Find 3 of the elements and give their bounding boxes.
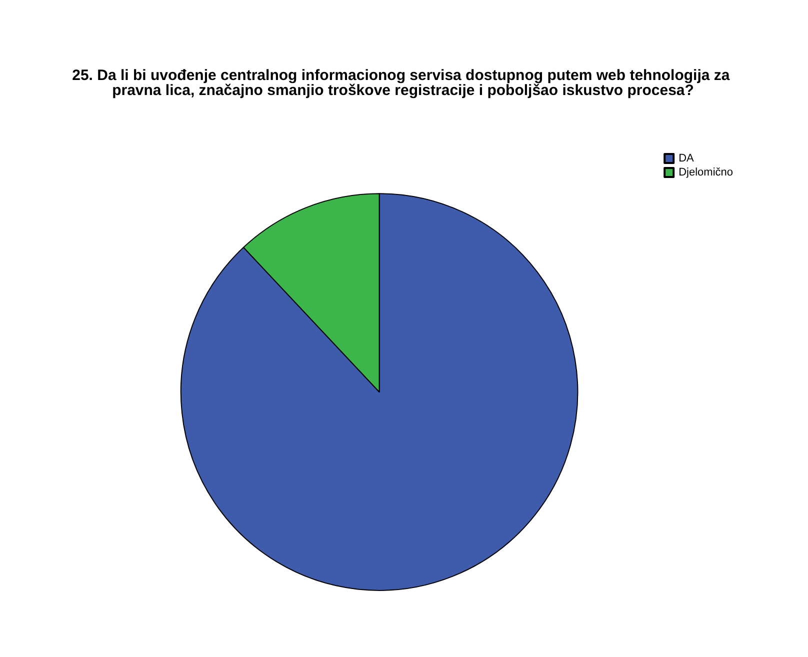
legend-label: DA bbox=[678, 152, 695, 164]
chart-title: 25. Da li bi uvođenje centralnog informacionog servisa dostupnog putem web tehnologija za pravna lica, značajno smanjio troškove registracije i poboljšao iskustvo procesa? bbox=[72, 67, 734, 99]
legend-label: Djelomično bbox=[678, 166, 734, 178]
